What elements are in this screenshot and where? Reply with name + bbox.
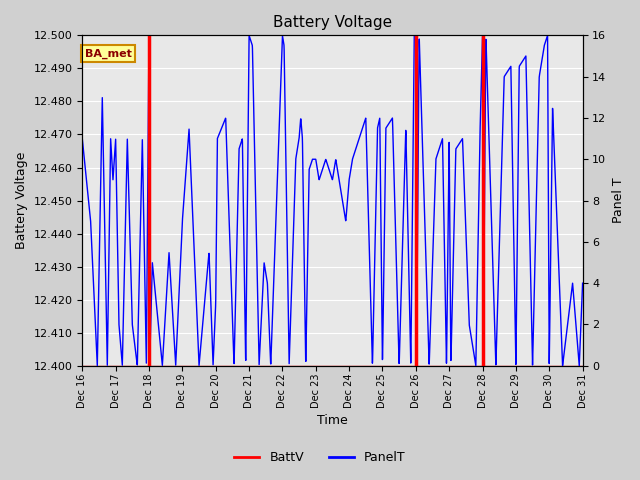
Y-axis label: Battery Voltage: Battery Voltage (15, 152, 28, 249)
Legend: BattV, PanelT: BattV, PanelT (229, 446, 411, 469)
Title: Battery Voltage: Battery Voltage (273, 15, 392, 30)
Text: BA_met: BA_met (84, 49, 132, 59)
X-axis label: Time: Time (317, 414, 348, 427)
Y-axis label: Panel T: Panel T (612, 178, 625, 223)
